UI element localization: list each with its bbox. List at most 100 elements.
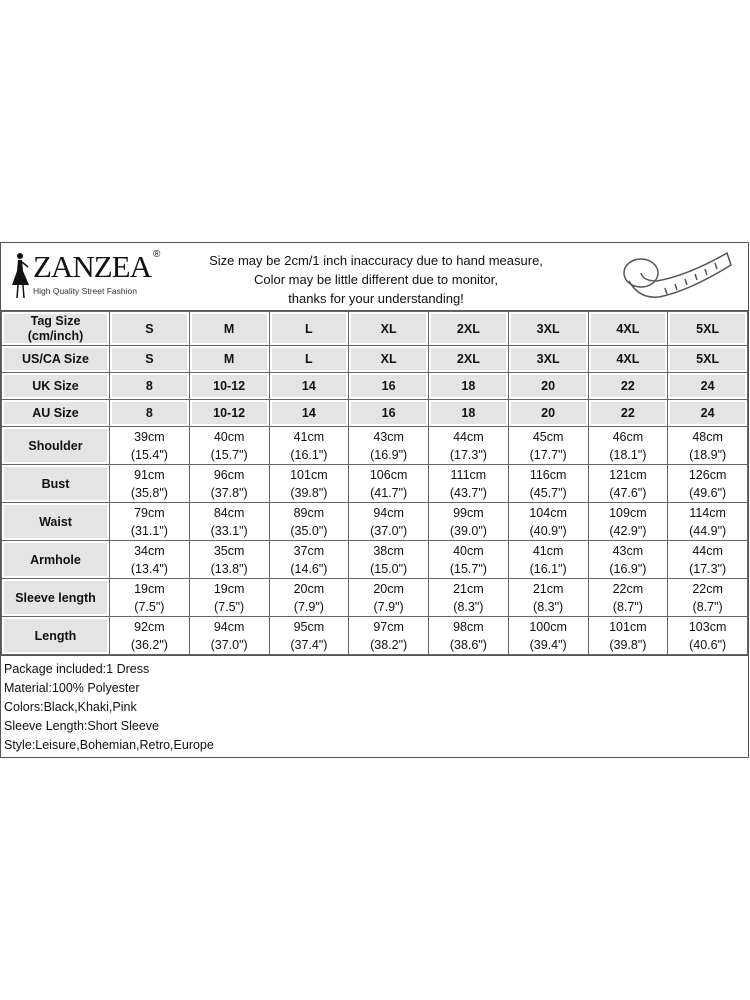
measurement-cell: 40cm (15.7"): [188, 426, 270, 465]
measurement-cell: 41cm (16.1"): [268, 426, 350, 465]
measurement-cell: 99cm (39.0"): [428, 502, 509, 541]
measurement-cell: 106cm (41.7"): [348, 464, 429, 503]
cm-value: 100cm: [529, 619, 567, 634]
size-cell: 4XL: [587, 311, 669, 346]
measurement-cell: 94cm (37.0"): [348, 502, 429, 541]
cm-value: 97cm: [373, 619, 404, 634]
cm-value: 40cm: [453, 543, 484, 558]
size-row: UK Size 8 10-12 14 16 18 20 22 24: [1, 372, 748, 400]
inch-value: (40.6"): [689, 637, 727, 652]
inch-value: (43.7"): [449, 485, 487, 500]
inch-value: (31.1"): [130, 523, 168, 538]
measurement-row: Bust 91cm (35.8") 96cm (37.8") 101cm (39.8") 10…: [1, 464, 748, 503]
measurement-notice: Size may be 2cm/1 inch inaccuracy due to…: [191, 251, 561, 308]
inch-value: (17.3"): [449, 447, 487, 462]
measurement-row: Sleeve length 19cm (7.5") 19cm (7.5") 20cm (7.…: [1, 578, 748, 617]
cm-value: 101cm: [290, 467, 328, 482]
measurement-row: Armhole 34cm (13.4") 35cm (13.8") 37cm (14.6")…: [1, 540, 748, 579]
cm-value: 20cm: [293, 581, 325, 596]
inch-value: (45.7"): [529, 485, 567, 500]
cm-value: 126cm: [688, 467, 727, 482]
measurement-cell: 89cm (35.0"): [268, 502, 350, 541]
inch-value: (36.2"): [130, 637, 168, 652]
row-label: US/CA Size: [1, 345, 110, 373]
measurement-row: Shoulder 39cm (15.4") 40cm (15.7") 41cm (16.1"…: [1, 426, 748, 465]
inch-value: (15.0"): [370, 561, 408, 576]
inch-value: (38.2"): [370, 637, 408, 652]
measurement-cell: 37cm (14.6"): [268, 540, 350, 579]
cm-value: 111cm: [450, 467, 487, 482]
size-cell: 10-12: [188, 399, 270, 427]
row-label: Bust: [1, 464, 110, 503]
measurement-cell: 92cm (36.2"): [109, 616, 190, 655]
logo-text: ZANZEA ® High Quality Street Fashion: [33, 249, 160, 297]
row-label: Waist: [1, 502, 110, 541]
measurement-cell: 94cm (37.0"): [188, 616, 270, 655]
inch-value: (37.8"): [210, 485, 248, 500]
inch-value: (35.8"): [130, 485, 168, 500]
size-cell: 16: [348, 372, 429, 400]
measurement-cell: 19cm (7.5"): [109, 578, 190, 617]
size-cell: 5XL: [667, 345, 748, 373]
measurement-cell: 46cm (18.1"): [587, 426, 669, 465]
measurement-cell: 38cm (15.0"): [348, 540, 429, 579]
measurement-cell: 22cm (8.7"): [587, 578, 669, 617]
row-label: AU Size: [1, 399, 110, 427]
inch-value: (47.6"): [609, 485, 647, 500]
measurement-cell: 116cm (45.7"): [507, 464, 589, 503]
inch-value: (16.1"): [290, 447, 328, 462]
size-cell: 4XL: [587, 345, 669, 373]
inch-value: (16.9"): [370, 447, 408, 462]
cm-value: 22cm: [612, 581, 644, 596]
cm-value: 94cm: [213, 619, 245, 634]
inch-value: (14.6"): [290, 561, 328, 576]
cm-value: 21cm: [453, 581, 484, 596]
cm-value: 94cm: [373, 505, 404, 520]
size-cell: 10-12: [188, 372, 270, 400]
detail-material: Material:100% Polyester: [4, 681, 140, 695]
size-row: US/CA Size S M L XL 2XL 3XL 4XL 5XL: [1, 345, 748, 373]
inch-value: (38.6"): [449, 637, 487, 652]
measurement-cell: 101cm (39.8"): [268, 464, 350, 503]
inch-value: (33.1"): [210, 523, 248, 538]
measurement-cell: 97cm (38.2"): [348, 616, 429, 655]
inch-value: (17.7"): [529, 447, 567, 462]
row-label: Tag Size (cm/inch): [1, 311, 110, 346]
inch-value: (7.5"): [134, 599, 165, 614]
measurement-cell: 35cm (13.8"): [188, 540, 270, 579]
measurement-cell: 101cm (39.8"): [587, 616, 669, 655]
inch-value: (18.9"): [689, 447, 727, 462]
cm-value: 20cm: [373, 581, 404, 596]
cm-value: 89cm: [293, 505, 325, 520]
inch-value: (39.0"): [449, 523, 487, 538]
logo-registered: ®: [152, 249, 161, 260]
cm-value: 95cm: [293, 619, 325, 634]
detail-package: Package included:1 Dress: [4, 662, 150, 676]
size-cell: 3XL: [507, 345, 589, 373]
inch-value: (39.8"): [609, 637, 647, 652]
row-label: Shoulder: [1, 426, 110, 465]
cm-value: 103cm: [688, 619, 727, 634]
measurement-cell: 45cm (17.7"): [507, 426, 589, 465]
cm-value: 84cm: [213, 505, 245, 520]
size-cell: 24: [667, 372, 748, 400]
inch-value: (8.7"): [612, 599, 643, 614]
measurement-cell: 20cm (7.9"): [268, 578, 350, 617]
measurement-cell: 48cm (18.9"): [667, 426, 748, 465]
cm-value: 46cm: [612, 429, 644, 444]
inch-value: (35.0"): [290, 523, 328, 538]
measurement-cell: 22cm (8.7"): [667, 578, 748, 617]
notice-line: Color may be little different due to mon…: [254, 272, 498, 287]
size-chart: ZANZEA ® High Quality Street Fashion Siz…: [0, 242, 749, 758]
size-cell: 14: [268, 399, 350, 427]
measurement-cell: 109cm (42.9"): [587, 502, 669, 541]
measurement-cell: 79cm (31.1"): [109, 502, 190, 541]
inch-value: (15.7"): [210, 447, 248, 462]
cm-value: 98cm: [453, 619, 484, 634]
measurement-cell: 121cm (47.6"): [587, 464, 669, 503]
measurement-cell: 95cm (37.4"): [268, 616, 350, 655]
cm-value: 38cm: [373, 543, 404, 558]
size-cell: M: [188, 345, 270, 373]
cm-value: 39cm: [134, 429, 165, 444]
cm-value: 92cm: [134, 619, 165, 634]
